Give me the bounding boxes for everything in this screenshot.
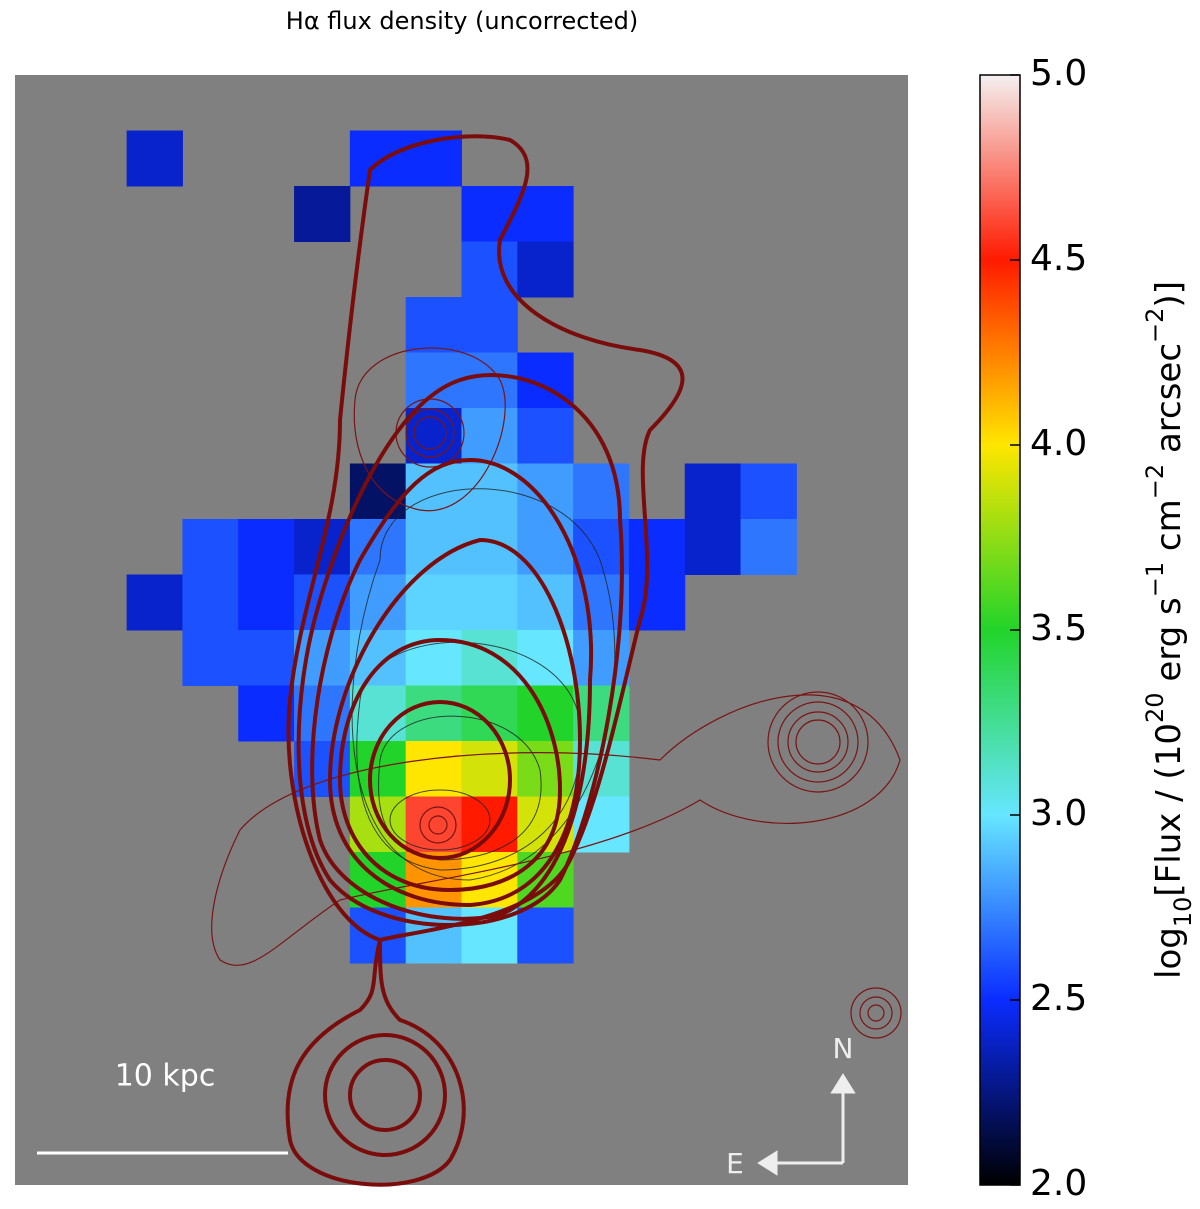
scale-bar-label: 10 kpc <box>115 1059 216 1094</box>
pixel <box>517 741 574 797</box>
pixel <box>405 685 462 742</box>
colorbar-ticks: 2.0 2.5 3.0 3.5 4.0 4.5 5.0 <box>1010 53 1087 1204</box>
compass <box>757 1073 856 1176</box>
pixel <box>405 741 462 797</box>
pixel <box>182 630 239 686</box>
pixel <box>349 741 407 797</box>
pixel <box>517 408 574 464</box>
pixel <box>405 574 462 631</box>
pixel <box>573 630 630 686</box>
pixel <box>740 519 797 575</box>
pixel <box>461 574 518 631</box>
pixel <box>517 519 574 575</box>
heatmap <box>126 130 797 964</box>
pixel <box>461 685 518 742</box>
pixel <box>238 685 295 742</box>
compass-north: N <box>833 1032 854 1065</box>
compass-east: E <box>726 1147 744 1180</box>
pixel <box>461 408 518 464</box>
pixel <box>517 241 574 298</box>
pixel <box>238 574 295 631</box>
colorbar-tick-label: 3.0 <box>1030 793 1087 834</box>
pixel <box>517 574 574 631</box>
pixel <box>461 352 518 409</box>
pixel <box>405 519 462 575</box>
colorbar-tick-label: 4.0 <box>1030 423 1087 464</box>
colorbar-tick-label: 3.5 <box>1030 608 1087 649</box>
colorbar-tick-label: 5.0 <box>1030 53 1087 94</box>
pixel <box>461 297 518 353</box>
pixel <box>349 463 407 520</box>
pixel <box>405 297 462 353</box>
colorbar-label: log10[Flux / (1020 erg s−1 cm−2 arcsec−2… <box>1141 281 1197 979</box>
pixel <box>126 130 183 187</box>
pixel <box>517 463 574 520</box>
pixel <box>517 186 574 242</box>
pixel <box>405 852 462 908</box>
pixel <box>405 796 462 853</box>
pixel <box>628 519 686 575</box>
contours <box>211 134 902 1187</box>
pixel <box>461 186 518 242</box>
pixel <box>294 186 351 242</box>
pixel <box>684 463 742 520</box>
pixel <box>517 907 574 964</box>
pixel <box>238 630 295 686</box>
pixel <box>684 519 742 575</box>
pixel <box>349 130 407 187</box>
colorbar-tick-label: 2.0 <box>1030 1163 1087 1204</box>
pixel <box>349 574 407 631</box>
pixel <box>238 519 295 575</box>
chart-title: Hα flux density (uncorrected) <box>286 7 638 35</box>
pixel <box>182 519 239 575</box>
pixel <box>126 574 183 631</box>
pixel <box>740 463 797 520</box>
pixel <box>182 574 239 631</box>
colorbar-tick-label: 2.5 <box>1030 978 1087 1019</box>
pixel <box>628 574 686 631</box>
pixel <box>461 630 518 686</box>
colorbar-tick-label: 4.5 <box>1030 238 1087 279</box>
